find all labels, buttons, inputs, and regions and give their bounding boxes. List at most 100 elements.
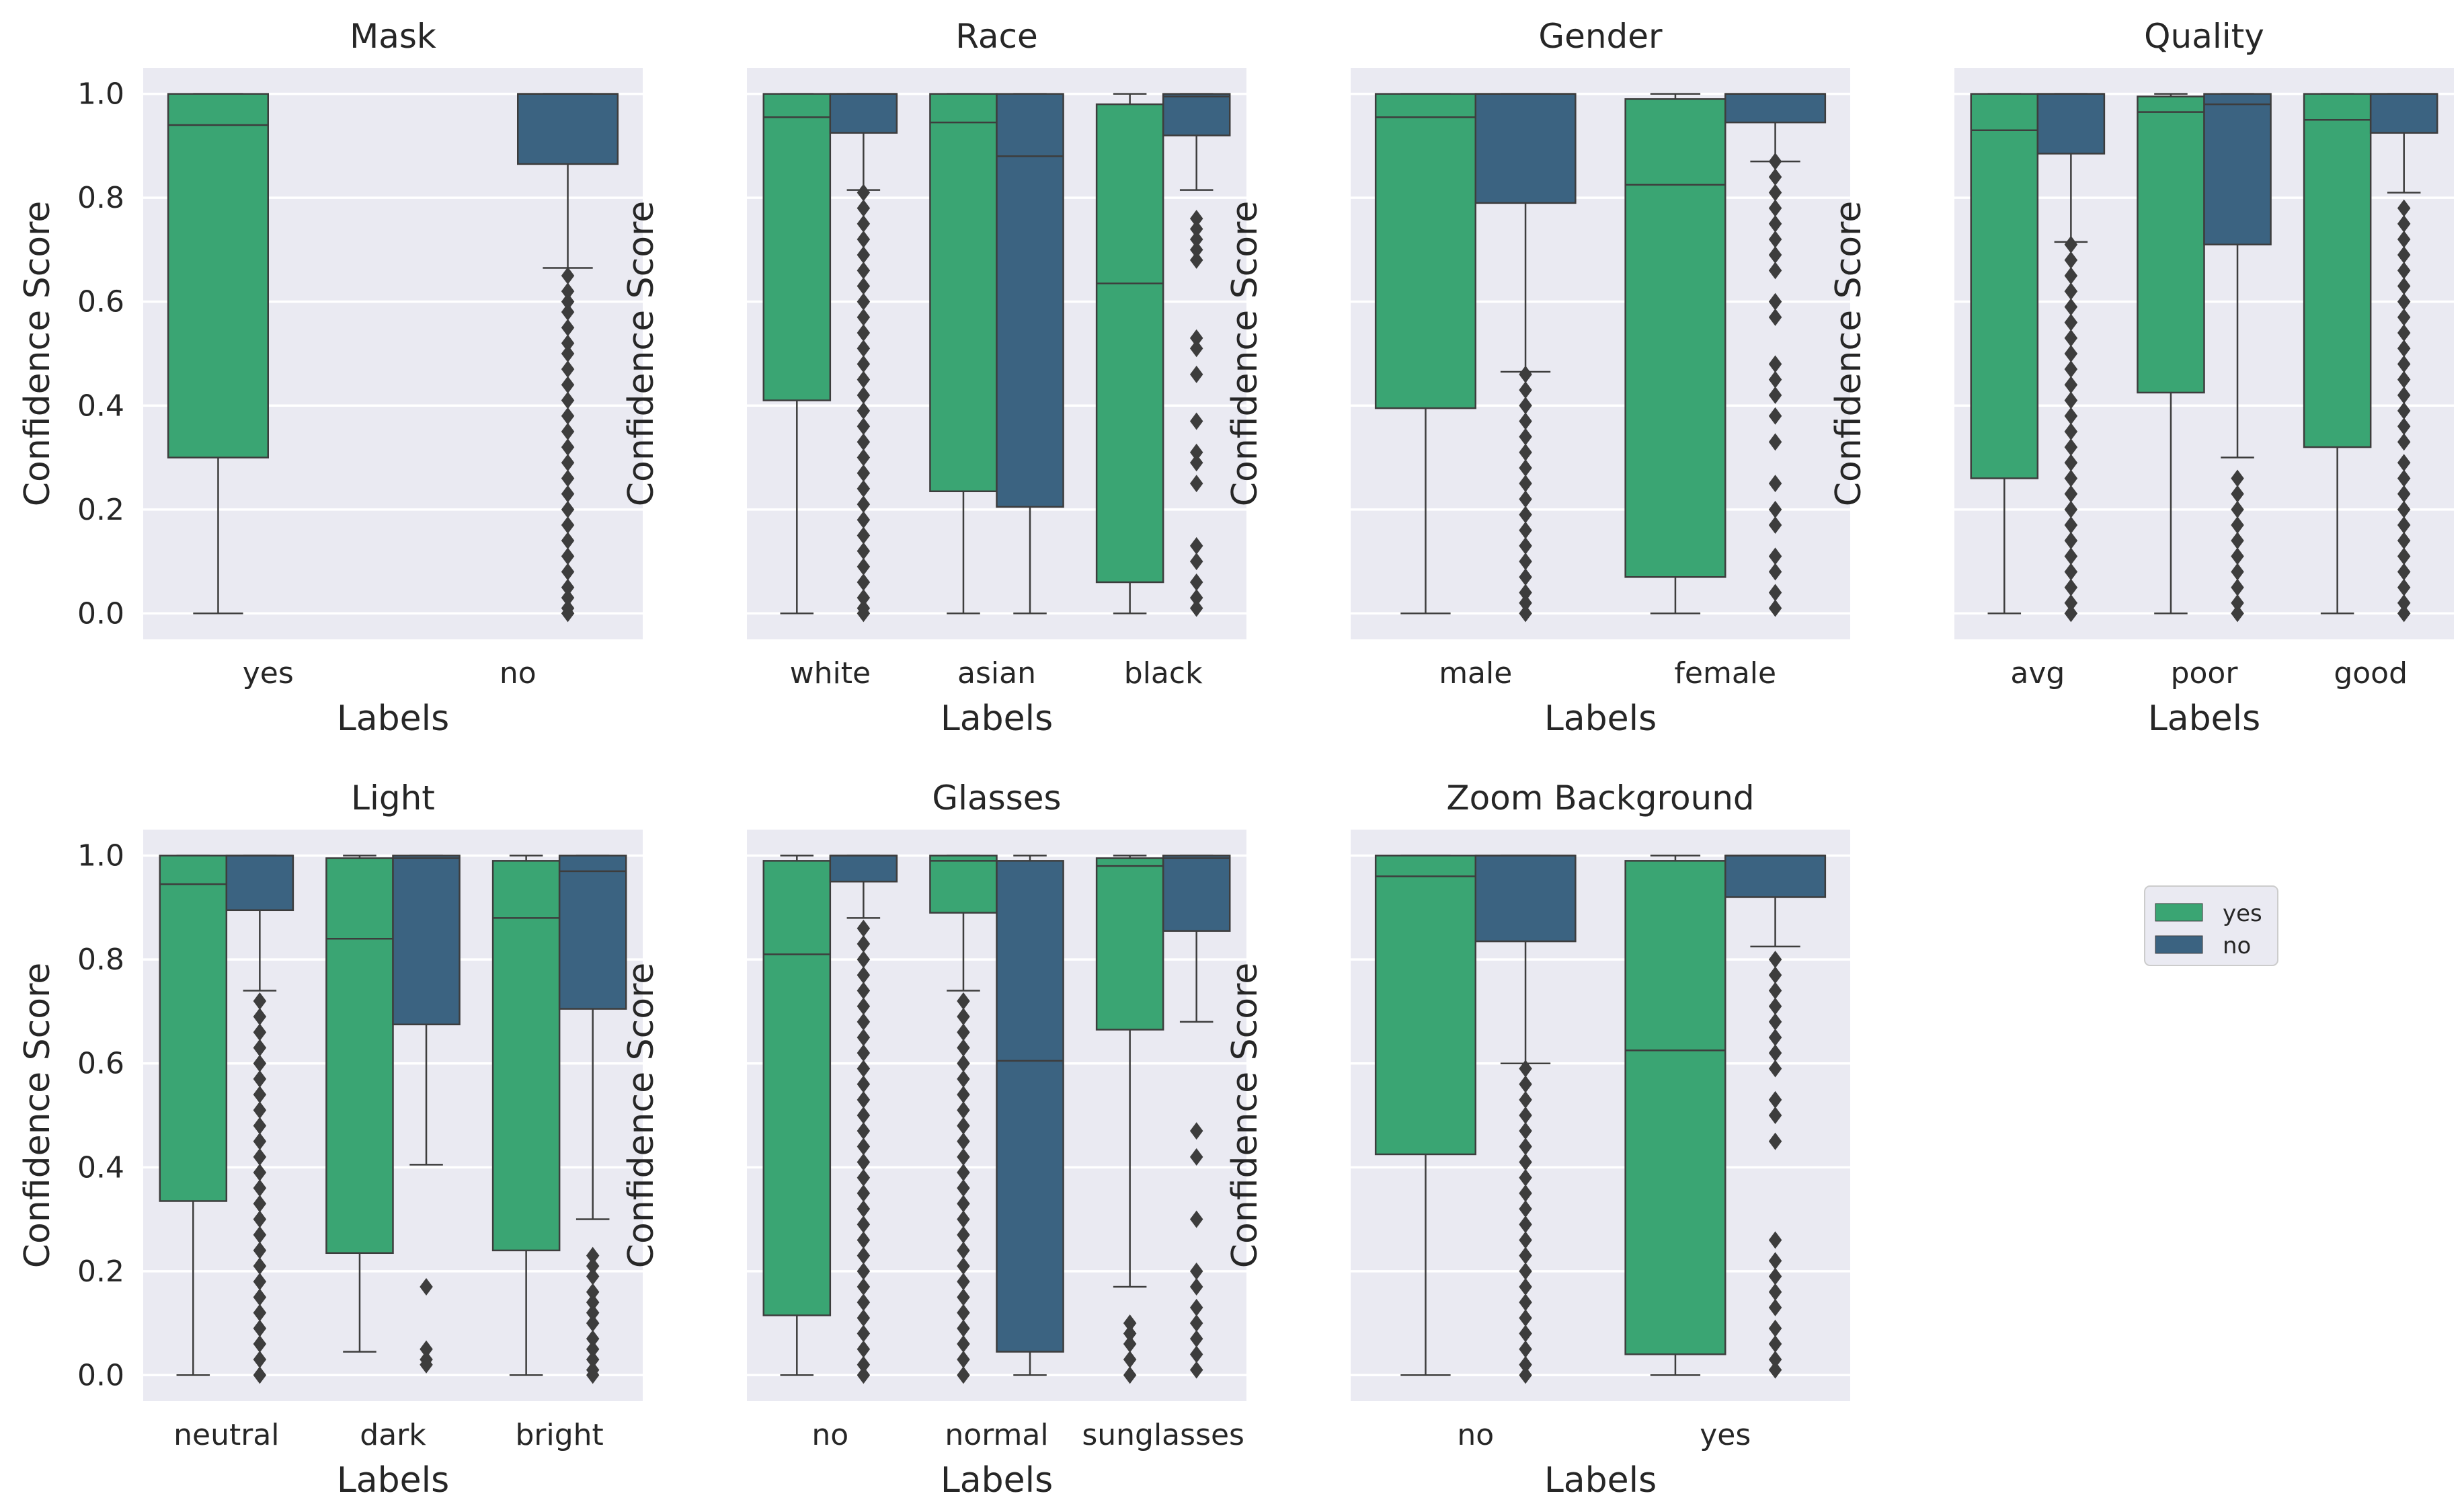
outlier-point	[857, 355, 871, 373]
outlier-point	[857, 1231, 871, 1249]
outlier-point	[857, 1044, 871, 1062]
outlier-point	[1768, 1267, 1782, 1285]
y-tick-label: 0.0	[77, 596, 124, 631]
box-body	[829, 93, 898, 134]
box-body	[1162, 855, 1231, 932]
box-yes-no	[1724, 855, 1827, 1379]
outlier-point	[957, 1148, 970, 1166]
outlier-point	[561, 485, 575, 503]
outlier-point	[857, 1324, 871, 1343]
legend-swatch-yes	[2155, 903, 2203, 922]
outlier-point	[1189, 1262, 1203, 1280]
x-axis-label: Labels	[941, 699, 1053, 739]
outlier-point	[253, 992, 267, 1010]
box-neutral-yes	[159, 855, 228, 1376]
outlier-point	[2064, 422, 2078, 440]
outlier-point	[253, 1132, 267, 1150]
outlier-point	[586, 1366, 600, 1384]
outlier-point	[1519, 1138, 1532, 1156]
outlier-point	[1519, 584, 1532, 602]
outlier-point	[857, 966, 871, 984]
outlier-point	[253, 1023, 267, 1041]
outlier-point	[957, 1101, 970, 1119]
box-good-no	[2369, 93, 2438, 623]
outlier-point	[857, 479, 871, 498]
outlier-point	[957, 1319, 970, 1337]
x-tick-label: yes	[243, 656, 294, 690]
legend-label-yes: yes	[2223, 900, 2262, 927]
outlier-point	[1519, 1122, 1532, 1140]
outlier-point	[2231, 469, 2244, 487]
box-body	[929, 93, 998, 493]
outlier-point	[561, 547, 575, 565]
outlier-point	[2064, 485, 2078, 503]
outlier-point	[253, 1288, 267, 1306]
box-white-no	[829, 93, 898, 623]
outlier-point	[2064, 329, 2078, 347]
box-yes-yes	[167, 93, 269, 614]
box-normal-yes	[929, 855, 998, 1384]
y-tick-label: 1.0	[77, 839, 124, 873]
x-tick-label: white	[790, 656, 871, 690]
outlier-point	[2064, 407, 2078, 425]
box-body	[392, 855, 461, 1026]
outlier-point	[253, 1273, 267, 1291]
outlier-point	[857, 1012, 871, 1031]
outlier-point	[1519, 521, 1532, 539]
outlier-point	[857, 370, 871, 389]
box-body	[517, 93, 619, 165]
outlier-point	[1189, 537, 1203, 555]
outlier-point	[1189, 589, 1203, 607]
outlier-point	[586, 1351, 600, 1369]
outlier-point	[2397, 308, 2411, 326]
outlier-point	[2397, 500, 2411, 518]
box-body	[491, 860, 561, 1252]
outlier-point	[957, 1335, 970, 1353]
outlier-point	[586, 1283, 600, 1301]
outlier-point	[957, 1273, 970, 1291]
outlier-point	[2231, 516, 2244, 534]
box-body	[1374, 855, 1477, 1156]
outlier-point	[586, 1340, 600, 1358]
outlier-point	[857, 526, 871, 545]
outlier-point	[1768, 1335, 1782, 1353]
outlier-point	[2064, 313, 2078, 331]
outlier-point	[561, 516, 575, 534]
panel-race: Race Labels Confidence Score white asian blac…	[621, 17, 1246, 739]
box-body	[1095, 103, 1164, 584]
outlier-point	[2397, 485, 2411, 503]
x-tick-label: sunglasses	[1082, 1418, 1244, 1452]
outlier-point	[2397, 578, 2411, 596]
box-body	[1474, 93, 1577, 204]
outlier-point	[857, 951, 871, 969]
outlier-point	[957, 1086, 970, 1104]
x-axis-label: Labels	[2148, 699, 2260, 739]
outlier-point	[1768, 355, 1782, 373]
panel-gender: Gender Labels Confidence Score male female	[1225, 17, 1850, 739]
box-body	[167, 93, 269, 459]
outlier-point	[420, 1278, 433, 1296]
box-body	[325, 857, 394, 1255]
outlier-point	[253, 1117, 267, 1135]
outlier-point	[253, 1210, 267, 1228]
outlier-point	[1189, 241, 1203, 259]
outlier-point	[561, 360, 575, 379]
outlier-point	[253, 1039, 267, 1057]
outlier-point	[561, 282, 575, 301]
x-tick-label: black	[1124, 656, 1203, 690]
outlier-point	[1768, 1252, 1782, 1270]
outlier-point	[2064, 563, 2078, 581]
x-tick-label: neutral	[173, 1418, 279, 1452]
outlier-point	[1768, 1319, 1782, 1337]
outlier-point	[561, 589, 575, 607]
box-bright-no	[558, 855, 627, 1384]
outlier-point	[1519, 459, 1532, 477]
outlier-point	[1768, 433, 1782, 451]
outlier-point	[957, 1304, 970, 1322]
outlier-point	[253, 1070, 267, 1088]
outlier-point	[857, 919, 871, 937]
outlier-point	[420, 1355, 433, 1374]
y-axis-label: Confidence Score	[1225, 963, 1265, 1269]
outlier-point	[957, 1117, 970, 1135]
outlier-point	[561, 500, 575, 518]
